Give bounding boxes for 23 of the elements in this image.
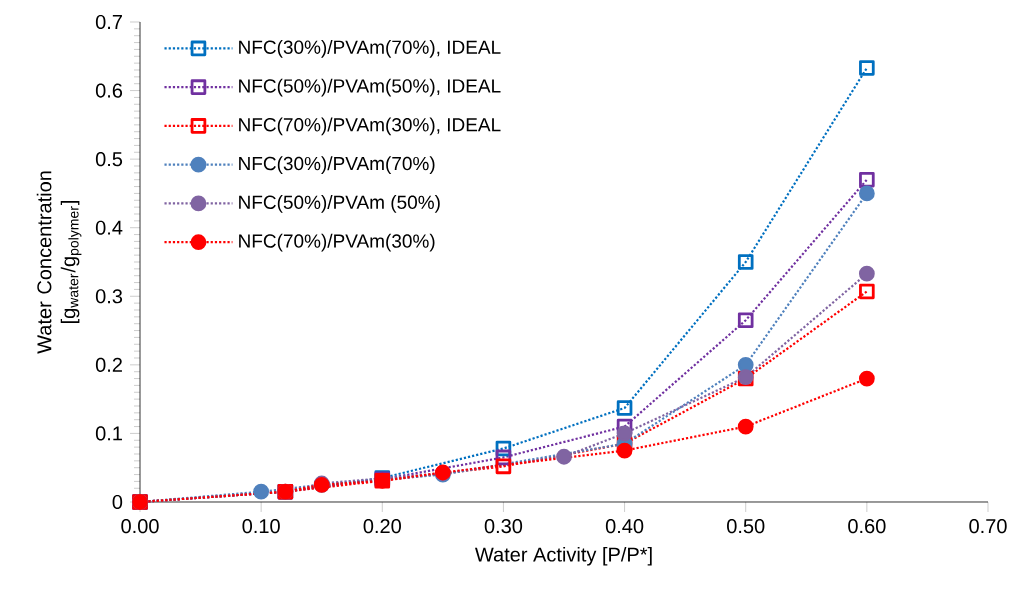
legend-label: NFC(50%)/PVAm(50%), IDEAL xyxy=(239,78,501,97)
y-tick-label: 0.7 xyxy=(95,14,122,30)
x-tick-label: 0.70 xyxy=(969,519,1007,534)
legend-label: NFC(30%)/PVAm(70%) xyxy=(239,156,435,174)
y-tick-label: 0.3 xyxy=(95,289,123,304)
y-tick-label: 0.1 xyxy=(95,426,122,441)
legend-label: NFC(70%)/PVAm(30%) xyxy=(239,233,435,252)
x-tick-label: 0.30 xyxy=(484,519,523,534)
y-tick-label: 0 xyxy=(112,494,123,510)
legend-label: NFC(70%)/PVAm(30%), IDEAL xyxy=(239,117,501,136)
x-axis-title: Water Activity [P/P*] xyxy=(475,546,652,566)
x-tick-label: 0.20 xyxy=(363,519,401,534)
y-tick-label: 0.2 xyxy=(95,357,122,372)
legend-label: NFC(50%)/PVAm (50%) xyxy=(239,195,440,213)
legend-label: NFC(30%)/PVAm(70%), IDEAL xyxy=(239,40,501,58)
y-tick-label: 0.4 xyxy=(95,220,123,235)
x-tick-label: 0.60 xyxy=(848,519,886,534)
x-tick-label: 0.00 xyxy=(121,519,159,534)
x-tick-label: 0.40 xyxy=(605,519,644,534)
y-tick-label: 0.5 xyxy=(95,152,123,167)
x-tick-label: 0.10 xyxy=(242,519,280,534)
y-tick-label: 0.6 xyxy=(95,83,123,98)
x-tick-label: 0.50 xyxy=(727,519,765,534)
